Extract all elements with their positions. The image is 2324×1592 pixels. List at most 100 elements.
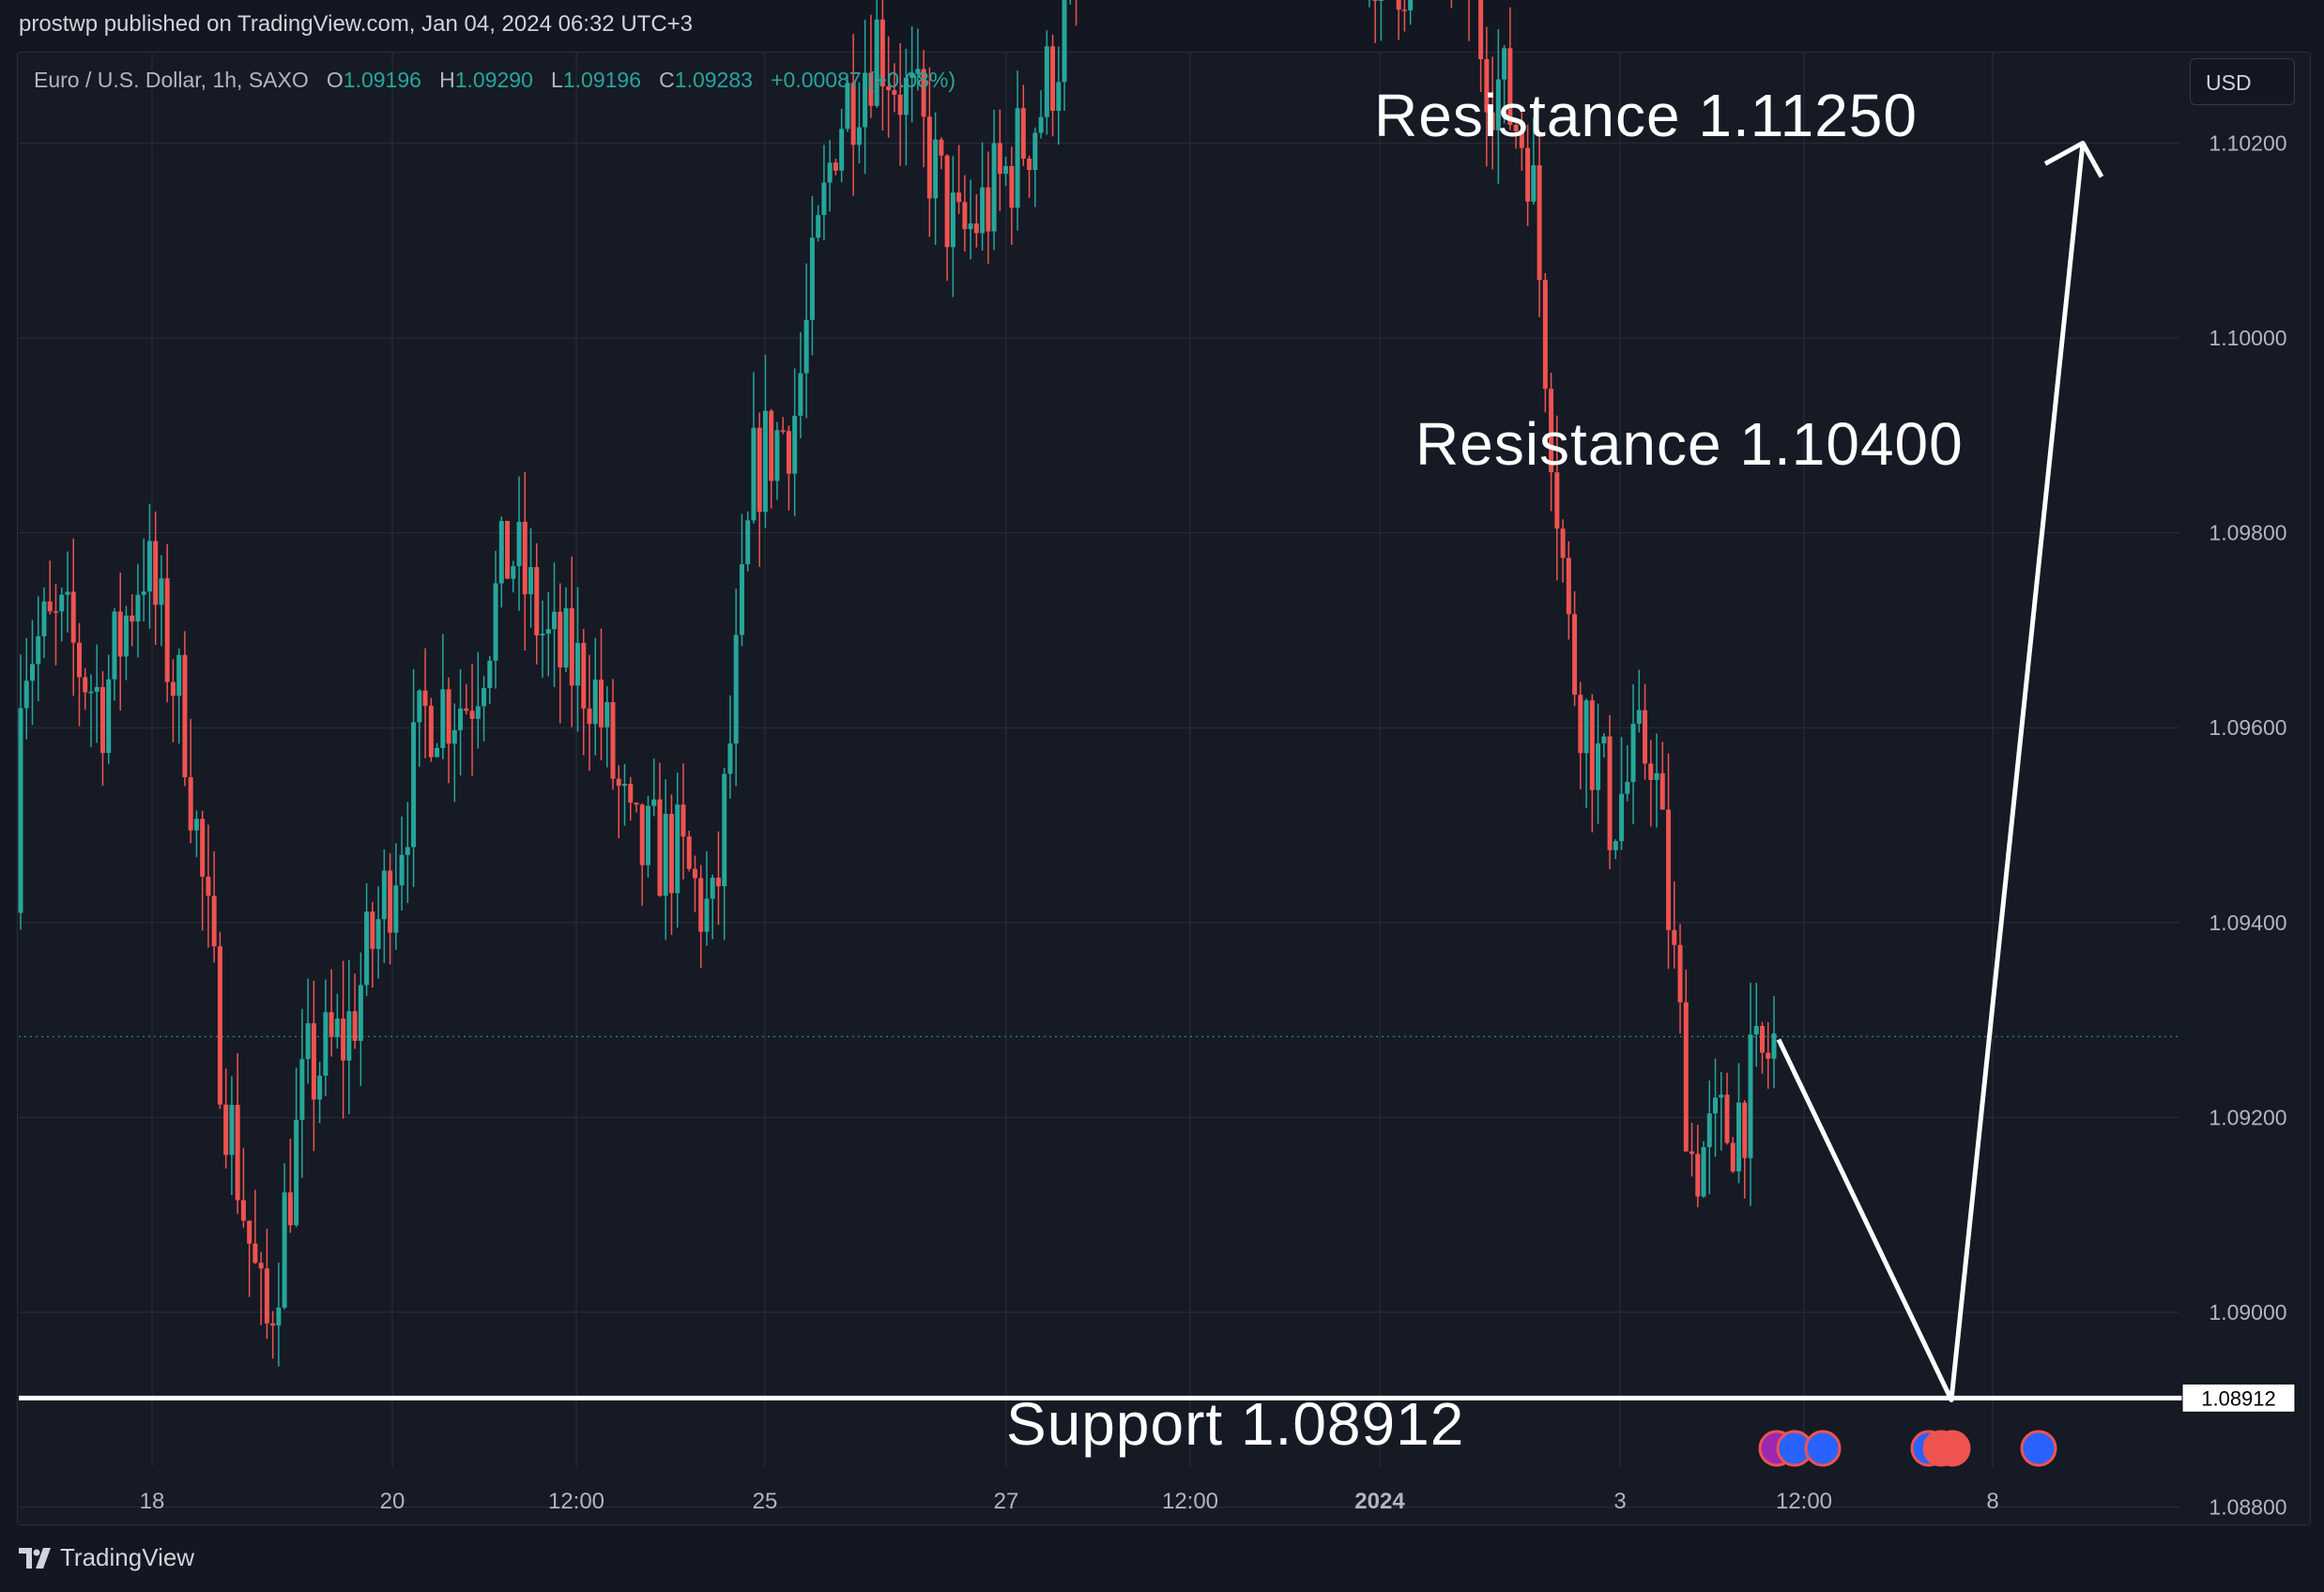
candle-down <box>1401 9 1407 11</box>
candle-up <box>651 799 657 806</box>
candle-up <box>1625 782 1630 794</box>
candle-down <box>1648 763 1654 780</box>
candle-down <box>47 601 53 612</box>
candle-down <box>1760 1025 1766 1053</box>
candle-down <box>1566 558 1571 615</box>
close-value: 1.09283 <box>674 68 753 92</box>
close-label: C <box>659 68 675 92</box>
candle-up <box>29 664 35 681</box>
candle-down <box>287 1192 293 1226</box>
candle-down <box>1513 125 1519 131</box>
candle-down <box>1050 46 1056 112</box>
candle-up <box>1583 700 1589 754</box>
time-tick-label: 8 <box>1986 1489 1998 1514</box>
price-tick-label: 1.09400 <box>2209 911 2286 935</box>
candle-down <box>188 776 193 831</box>
candle-down <box>962 202 968 230</box>
candle-down <box>1478 0 1484 60</box>
candle-up <box>317 1075 323 1100</box>
candle-down <box>657 799 663 896</box>
candle-up <box>563 607 569 668</box>
candle-up <box>405 847 410 855</box>
candle-down <box>182 654 188 777</box>
candle-up <box>305 1023 311 1060</box>
candle-up <box>991 143 997 232</box>
tradingview-logo-icon <box>19 1547 51 1569</box>
candle-down <box>83 677 88 693</box>
candle-down <box>1027 158 1032 171</box>
time-tick-label: 12:00 <box>548 1489 604 1514</box>
candle-up <box>910 73 915 78</box>
footer-brand[interactable]: TradingView <box>19 1543 194 1572</box>
candle-down <box>1020 108 1026 159</box>
candle-down <box>1542 280 1548 390</box>
candle-up <box>592 679 598 725</box>
candle-down <box>117 611 123 657</box>
candle-down <box>1537 165 1542 281</box>
candle-down <box>235 1105 240 1201</box>
candle-up <box>411 722 417 848</box>
candle-up <box>511 566 516 579</box>
candle-up <box>1495 79 1501 130</box>
candle-down <box>668 814 674 894</box>
candle-down <box>628 784 634 804</box>
candle-down <box>973 223 979 234</box>
chart-grid <box>19 53 2179 1508</box>
candle-up <box>375 919 381 949</box>
candle-up <box>94 686 99 692</box>
candle-down <box>1484 59 1490 113</box>
candle-down <box>868 72 874 106</box>
candle-down <box>610 701 616 779</box>
candle-up <box>1062 0 1067 83</box>
candle-up <box>440 689 446 748</box>
candle-up <box>112 611 117 680</box>
candle-up <box>727 743 733 774</box>
candle-up <box>65 591 70 595</box>
candle-up <box>18 708 23 913</box>
candle-up <box>487 660 493 689</box>
candle-up <box>176 654 182 696</box>
symbol-legend: Euro / U.S. Dollar, 1h, SAXO O1.09196 H1… <box>34 68 956 93</box>
candle-down <box>1507 48 1513 126</box>
symbol-name: Euro / U.S. Dollar, 1h, SAXO <box>34 68 309 92</box>
candle-down <box>252 1243 258 1263</box>
candle-up <box>88 691 94 694</box>
currency-button[interactable]: USD <box>2190 58 2295 105</box>
candle-down <box>1589 700 1595 790</box>
price-tick-label: 1.09200 <box>2209 1105 2286 1129</box>
candle-down <box>1683 1002 1689 1152</box>
candle-up <box>733 635 739 744</box>
candle-down <box>53 611 58 613</box>
candle-up <box>1015 108 1020 208</box>
candle-up <box>1706 1113 1712 1147</box>
chart-panel[interactable] <box>17 52 2311 1525</box>
candle-up <box>903 77 909 115</box>
candle-up <box>1601 736 1607 743</box>
candle-up <box>803 319 809 374</box>
candle-down <box>616 778 621 787</box>
candle-down <box>1677 944 1683 1003</box>
candle-up <box>346 1011 352 1061</box>
candle-up <box>381 870 387 920</box>
candle-down <box>211 896 217 947</box>
open-label: O <box>326 68 344 92</box>
candle-up <box>604 701 610 727</box>
candle-down <box>680 804 686 837</box>
candle-up <box>475 706 481 719</box>
candle-down <box>780 430 786 432</box>
candle-up <box>751 427 757 521</box>
candle-up <box>364 911 370 986</box>
candle-up <box>739 564 744 635</box>
candle-up <box>323 1012 329 1076</box>
candle-up <box>839 129 845 171</box>
low-value: 1.09196 <box>562 68 641 92</box>
candle-up <box>1619 793 1625 842</box>
projection-arrow <box>1776 140 2104 1402</box>
candle-down <box>1549 389 1554 473</box>
candle-down <box>833 162 838 171</box>
candle-down <box>164 578 170 682</box>
candle-down <box>428 705 434 758</box>
candle-up <box>1596 742 1601 790</box>
candle-down <box>921 69 926 117</box>
